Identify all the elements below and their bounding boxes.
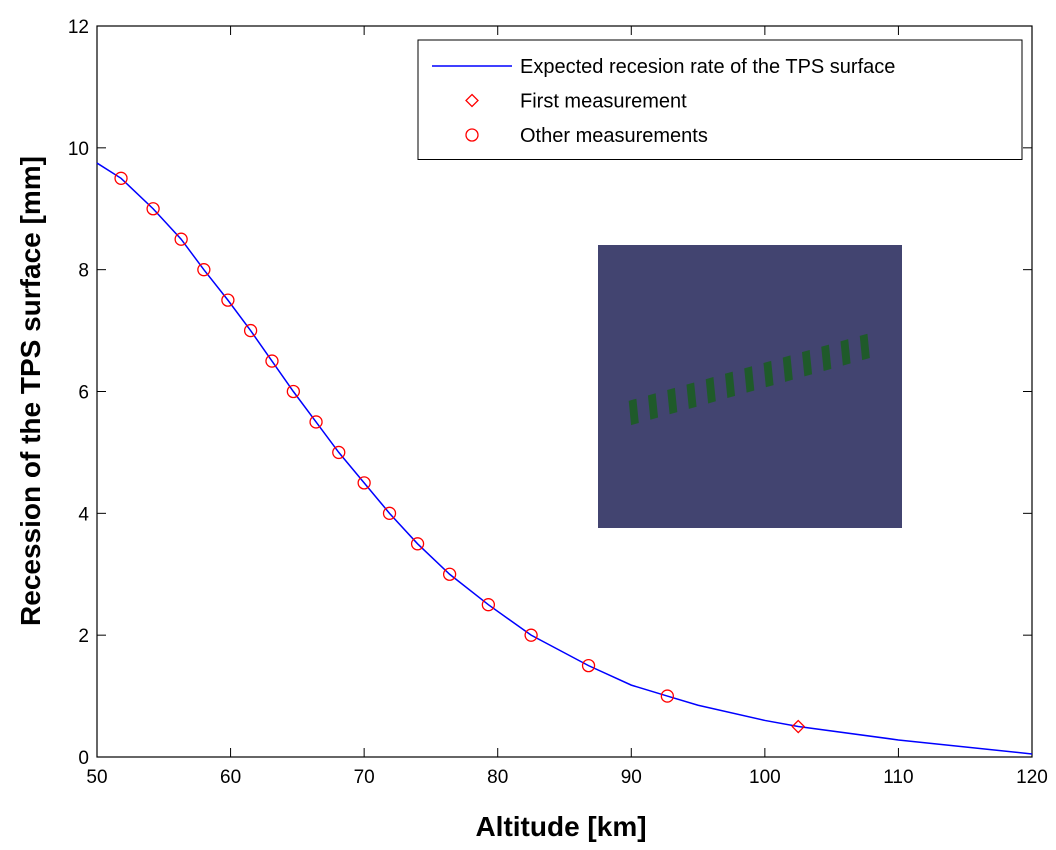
- y-tick-label: 6: [78, 383, 89, 404]
- x-tick-label: 90: [621, 767, 642, 788]
- inset-image: [598, 245, 902, 528]
- circle-marker: [243, 323, 258, 338]
- x-tick-label: 120: [1016, 767, 1048, 788]
- circle-marker: [660, 689, 674, 703]
- y-tick-label: 12: [68, 17, 89, 38]
- y-tick-label: 4: [78, 504, 89, 525]
- circle-marker: [357, 476, 371, 490]
- x-tick-label: 110: [883, 767, 913, 788]
- legend-marker: [465, 128, 479, 142]
- legend: Expected recesion rate of the TPS surfac…: [417, 39, 1023, 160]
- diamond-marker: [791, 719, 806, 734]
- x-tick-label: 50: [86, 767, 107, 788]
- y-axis-label: Recession of the TPS surface [mm]: [15, 156, 46, 626]
- circle-marker: [382, 506, 397, 520]
- circle-marker: [410, 537, 425, 551]
- y-tick-label: 0: [78, 748, 89, 769]
- circle-marker: [481, 598, 496, 612]
- y-tick-label: 8: [78, 261, 89, 282]
- circle-marker: [146, 202, 160, 216]
- circle-marker: [114, 171, 128, 185]
- circle-marker: [581, 658, 596, 673]
- y-tick-label: 10: [68, 139, 89, 160]
- circle-marker: [197, 263, 211, 277]
- y-tick-label: 2: [78, 626, 89, 647]
- circle-marker: [442, 567, 457, 581]
- x-tick-label: 80: [487, 767, 508, 788]
- legend-label: Expected recesion rate of the TPS surfac…: [520, 56, 895, 78]
- circle-marker: [332, 445, 346, 460]
- inset-dashes: [628, 333, 870, 426]
- x-tick-label: 70: [354, 767, 375, 788]
- circle-marker: [309, 415, 323, 429]
- series-line: [96, 162, 1033, 755]
- legend-label: Other measurements: [520, 125, 708, 147]
- circle-marker: [265, 354, 279, 368]
- circle-marker: [286, 384, 301, 399]
- x-tick-label: 100: [749, 767, 781, 788]
- circle-marker: [524, 628, 538, 642]
- circle-marker: [174, 232, 188, 246]
- x-axis-label: Altitude [km]: [475, 811, 646, 842]
- x-tick-label: 60: [220, 767, 241, 788]
- circle-marker: [221, 293, 235, 307]
- legend-label: First measurement: [520, 91, 687, 113]
- legend-marker: [465, 93, 479, 108]
- legend-box: [417, 39, 1023, 160]
